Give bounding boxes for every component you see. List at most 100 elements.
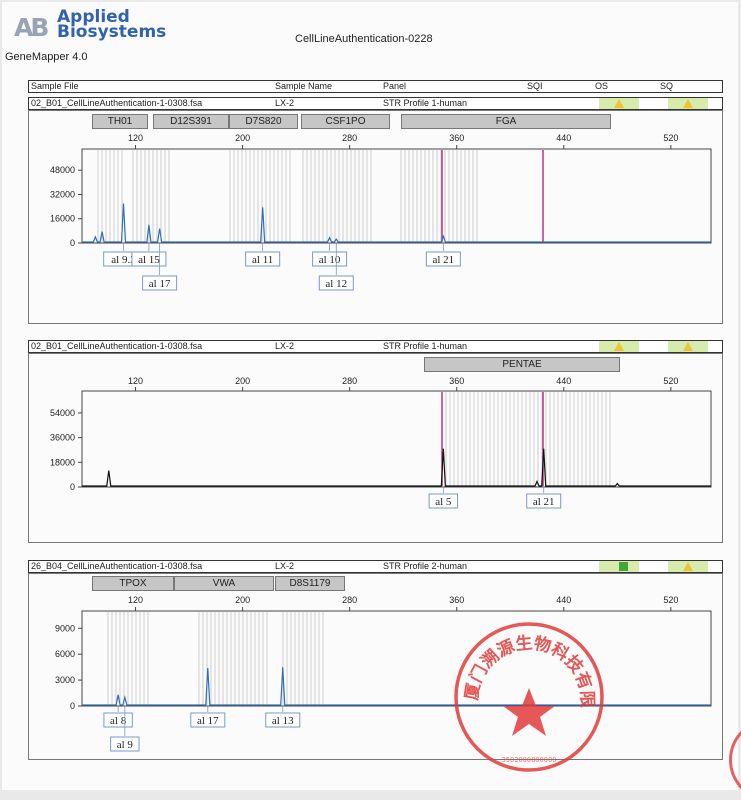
marker-th01[interactable]: TH01 [92,114,148,129]
x-tick-label: 120 [128,595,143,605]
x-tick-label: 200 [235,376,250,386]
marker-tpox[interactable]: TPOX [92,576,174,591]
x-tick-label: 360 [449,376,464,386]
allele-label: al 5 [435,496,452,508]
column-sq: SQ [660,81,674,91]
y-tick-label: 0 [70,482,75,492]
os-status-cell-1 [599,98,639,109]
sample-name-3: LX-2 [275,561,295,571]
allele-label-box [425,251,461,267]
warning-triangle-icon [683,342,693,351]
sample-name-2: LX-2 [275,341,295,351]
report-sheet [2,2,738,790]
marker-fga[interactable]: FGA [401,114,611,129]
x-tick-label: 200 [235,133,250,143]
sample-row-1[interactable]: 02_B01_CellLineAuthentication-1-0308.fsa… [28,97,723,110]
allele-label: al 13 [272,715,294,727]
marker-vwa[interactable]: VWA [174,576,274,591]
allele-label-box [265,712,301,728]
allele-label: al 21 [432,254,454,266]
y-tick-label: 54000 [50,408,75,418]
electropherogram-panel-2 [28,353,723,543]
marker-d12s391[interactable]: D12S391 [153,114,229,129]
allele-label: al 17 [197,715,219,727]
allele-label-box [245,251,281,267]
allele-label: al 17 [149,278,171,290]
warning-triangle-icon [614,99,624,108]
allele-label: al 9.3 [111,254,136,266]
electropherogram-panel-3 [28,573,723,760]
allele-label: al 15 [138,254,160,266]
x-tick-label: 520 [663,376,678,386]
allele-label: al 10 [319,254,341,266]
y-tick-label: 3000 [55,675,75,685]
applied-biosystems-logo-mark: AB [14,13,49,42]
warning-triangle-icon [614,342,624,351]
marker-csf1po[interactable]: CSF1PO [301,114,390,129]
x-tick-label: 120 [128,133,143,143]
warning-triangle-icon [683,99,693,108]
x-tick-label: 440 [556,133,571,143]
trace-line-3 [82,667,711,706]
column-sqi: SQI [527,81,543,91]
x-tick-label: 280 [342,595,357,605]
app-name: GeneMapper 4.0 [5,51,88,63]
sample-row-2[interactable]: 02_B01_CellLineAuthentication-1-0308.fsa… [28,340,723,353]
plot-frame-3 [81,610,712,707]
logo-line-2: Biosystems [57,22,167,42]
x-tick-label: 120 [128,376,143,386]
panel-name-1: STR Profile 1-human [383,98,468,108]
allele-label-box [312,251,348,267]
y-tick-label: 36000 [50,433,75,443]
x-tick-label: 440 [556,376,571,386]
plot-frame-1 [81,148,712,244]
panel-name-2: STR Profile 1-human [383,341,468,351]
column-os: OS [595,81,609,91]
allele-label-box [110,736,140,752]
allele-label-box [526,493,562,509]
report-title: CellLineAuthentication-0228 [295,33,433,45]
column-sample-name: Sample Name [275,81,333,91]
y-tick-label: 16000 [50,214,75,224]
allele-label: al 9 [117,739,134,751]
os-status-cell-3 [599,561,639,572]
allele-label: al 11 [252,254,273,266]
column-sample-file: Sample File [31,81,79,91]
allele-label-box [131,251,167,267]
marker-d8s1179[interactable]: D8S1179 [275,576,345,591]
y-tick-label: 9000 [55,623,75,633]
allele-label-box [103,712,133,728]
pass-square-icon [619,562,628,571]
sample-file-2: 02_B01_CellLineAuthentication-1-0308.fsa [31,341,203,351]
y-tick-label: 48000 [50,165,75,175]
marker-pentae[interactable]: PENTAE [424,357,620,372]
marker-d7s820[interactable]: D7S820 [229,114,298,129]
sample-row-3[interactable]: 26_B04_CellLineAuthentication-1-0308.fsa… [28,560,723,573]
allele-label-box [142,275,178,291]
x-tick-label: 520 [663,595,678,605]
column-header-row: Sample File Sample Name Panel SQI OS SQ [28,80,723,93]
sample-file-1: 02_B01_CellLineAuthentication-1-0308.fsa [31,98,203,108]
sq-status-cell-3 [668,561,708,572]
allele-label: al 12 [325,278,347,290]
x-tick-label: 520 [663,133,678,143]
trace-line-1 [82,203,711,243]
os-status-cell-2 [599,341,639,352]
logo-line-1: Applied [57,7,130,27]
allele-label-box [190,712,226,728]
electropherogram-panel-1 [28,110,723,324]
column-panel: Panel [383,81,407,91]
y-tick-label: 32000 [50,189,75,199]
y-tick-label: 6000 [55,649,75,659]
plot-frame-2 [81,390,712,488]
allele-label: al 8 [110,715,127,727]
warning-triangle-icon [683,562,693,571]
allele-label-box [318,275,354,291]
y-tick-label: 0 [70,701,75,711]
x-tick-label: 280 [342,133,357,143]
sq-status-cell-1 [668,98,708,109]
panel-name-3: STR Profile 2-human [383,561,468,571]
allele-label: al 21 [533,496,555,508]
x-tick-label: 440 [556,595,571,605]
